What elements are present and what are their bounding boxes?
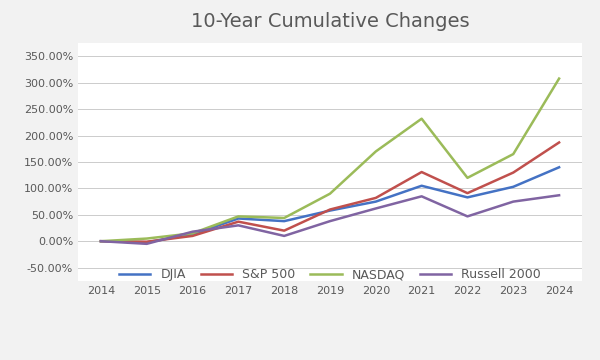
DJIA bbox=[235, 216, 242, 221]
NASDAQ bbox=[509, 152, 517, 156]
Russell 2000 bbox=[326, 219, 334, 223]
NASDAQ bbox=[97, 239, 104, 243]
NASDAQ bbox=[418, 117, 425, 121]
DJIA bbox=[326, 208, 334, 213]
Legend: DJIA, S&P 500, NASDAQ, Russell 2000: DJIA, S&P 500, NASDAQ, Russell 2000 bbox=[114, 264, 546, 287]
DJIA bbox=[509, 185, 517, 189]
S&P 500 bbox=[464, 191, 471, 195]
S&P 500 bbox=[281, 229, 288, 233]
Russell 2000 bbox=[235, 223, 242, 228]
Russell 2000 bbox=[509, 199, 517, 204]
Line: Russell 2000: Russell 2000 bbox=[101, 195, 559, 244]
NASDAQ bbox=[556, 76, 563, 81]
DJIA bbox=[556, 165, 563, 170]
Russell 2000 bbox=[418, 194, 425, 198]
DJIA bbox=[418, 184, 425, 188]
NASDAQ bbox=[235, 214, 242, 219]
DJIA bbox=[97, 239, 104, 243]
Russell 2000 bbox=[189, 230, 196, 234]
Russell 2000 bbox=[372, 206, 379, 211]
NASDAQ bbox=[372, 149, 379, 154]
S&P 500 bbox=[372, 196, 379, 200]
Line: DJIA: DJIA bbox=[101, 167, 559, 242]
Line: S&P 500: S&P 500 bbox=[101, 143, 559, 242]
S&P 500 bbox=[189, 234, 196, 238]
NASDAQ bbox=[189, 231, 196, 235]
S&P 500 bbox=[509, 170, 517, 175]
Russell 2000 bbox=[143, 242, 151, 246]
DJIA bbox=[464, 195, 471, 199]
S&P 500 bbox=[235, 220, 242, 224]
NASDAQ bbox=[143, 237, 151, 241]
Russell 2000 bbox=[464, 214, 471, 219]
DJIA bbox=[281, 219, 288, 223]
Title: 10-Year Cumulative Changes: 10-Year Cumulative Changes bbox=[191, 12, 469, 31]
NASDAQ bbox=[326, 192, 334, 196]
Line: NASDAQ: NASDAQ bbox=[101, 78, 559, 241]
DJIA bbox=[372, 199, 379, 204]
S&P 500 bbox=[143, 239, 151, 244]
Russell 2000 bbox=[556, 193, 563, 197]
DJIA bbox=[189, 232, 196, 237]
S&P 500 bbox=[418, 170, 425, 174]
NASDAQ bbox=[281, 216, 288, 220]
S&P 500 bbox=[97, 239, 104, 243]
Russell 2000 bbox=[97, 239, 104, 243]
S&P 500 bbox=[326, 207, 334, 212]
S&P 500 bbox=[556, 140, 563, 145]
Russell 2000 bbox=[281, 234, 288, 238]
NASDAQ bbox=[464, 176, 471, 180]
DJIA bbox=[143, 240, 151, 244]
